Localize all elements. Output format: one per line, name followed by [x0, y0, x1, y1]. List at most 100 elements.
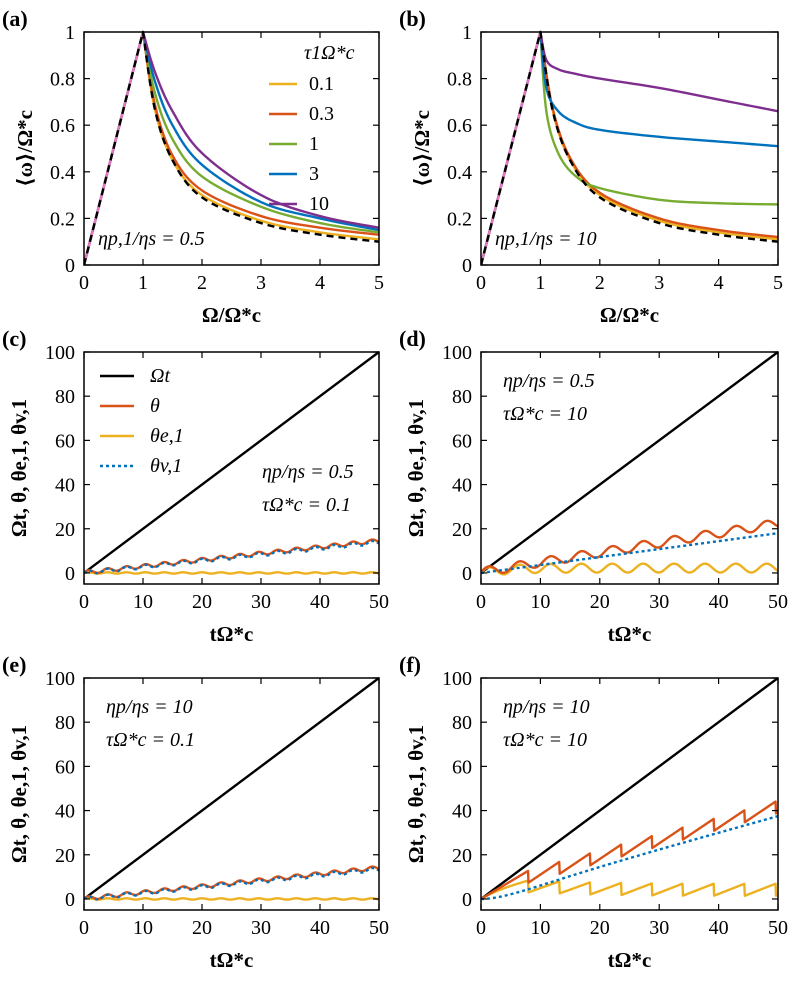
y-tick-label: 20 [452, 845, 472, 867]
x-tick-label: 40 [310, 917, 330, 939]
reference-b [481, 30, 778, 265]
y-tick-label: 0.8 [50, 69, 75, 91]
x-tick-label: 3 [654, 272, 664, 294]
y-tick-label: 40 [452, 801, 472, 823]
x-tick-label: 50 [768, 917, 788, 939]
legend-entry: θe,1 [150, 425, 184, 447]
y-tick-label: 0.6 [447, 115, 472, 137]
theta-v-line-d [481, 531, 778, 575]
y-tick-label: 0 [65, 255, 75, 277]
y-tick-label: 80 [55, 386, 75, 408]
panel-f: 0 10 20 30 40 50 0 20 40 60 80 100 (f) tΩ*c Ωt, θ, θe,… [399, 652, 788, 972]
annotation-e-1: τΩ*c = 0.1 [106, 729, 195, 751]
y-tick-label: 100 [45, 342, 75, 364]
x-tick-label: 30 [649, 917, 669, 939]
panel-c: 0 10 20 30 40 50 0 20 40 60 80 100 (c) tΩ*c Ωt, θ, θe,… [2, 326, 389, 646]
y-tick-label: 0 [462, 889, 472, 911]
x-tick-label: 0 [79, 591, 89, 613]
y-tick-label: 80 [452, 712, 472, 734]
x-tick-label: 20 [590, 591, 610, 613]
x-tick-label: 1 [138, 272, 148, 294]
x-tick-label: 30 [649, 591, 669, 613]
x-axis-label-d: tΩ*c [608, 622, 652, 646]
y-tick-label: 60 [55, 430, 75, 452]
plot-area-d [481, 351, 778, 576]
y-tick-label: 1 [462, 22, 472, 44]
x-tick-label: 40 [310, 591, 330, 613]
theta-line-c [84, 538, 379, 575]
y-tick-label: 0 [65, 889, 75, 911]
annotation-a-0: ηp,1/ηs = 0.5 [98, 228, 205, 250]
x-tick-label: 0 [79, 917, 89, 939]
panel-b: 0 1 2 3 4 5 0 0.2 0.4 0.6 0.8 1 (b) Ω/Ω*c ⟨ω⟩/Ω*c ηp,1/… [399, 6, 783, 327]
plot-area-b [481, 30, 778, 265]
theta-line-e [84, 865, 379, 901]
x-tick-label: 0 [476, 272, 486, 294]
theta-e-line-c [84, 571, 379, 575]
y-axis-label-b: ⟨ω⟩/Ω*c [410, 110, 434, 187]
omega-t-line-c [84, 351, 379, 574]
x-axis-label-a: Ω/Ω*c [202, 303, 261, 327]
theta-e-line-f [481, 879, 778, 900]
legend-entry: 3 [309, 163, 319, 185]
axes-frame-e [83, 677, 380, 911]
x-tick-label: 0 [79, 272, 89, 294]
y-tick-label: 100 [45, 668, 75, 690]
panel-e: 0 10 20 30 40 50 0 20 40 60 80 100 (e) tΩ*c Ωt, θ, θe,… [2, 652, 389, 972]
theta-v-line-f [481, 814, 778, 901]
y-tick-label: 0.4 [447, 162, 472, 184]
omega-t-line-d [481, 351, 778, 574]
y-tick-label: 40 [55, 475, 75, 497]
x-tick-label: 40 [709, 917, 729, 939]
panel-label-c: (c) [2, 326, 26, 351]
x-axis-label-c: tΩ*c [210, 622, 254, 646]
y-axis-label-a: ⟨ω⟩/Ω*c [13, 110, 37, 187]
axes-frame-b [480, 31, 779, 266]
y-tick-label: 20 [55, 519, 75, 541]
y-tick-label: 60 [452, 756, 472, 778]
y-tick-label: 0 [462, 563, 472, 585]
x-tick-label: 10 [133, 591, 153, 613]
panel-label-e: (e) [2, 652, 26, 677]
plot-area-f [481, 677, 778, 901]
x-tick-label: 4 [315, 272, 325, 294]
plot-area-e [84, 677, 379, 901]
x-tick-label: 50 [369, 591, 389, 613]
legend-title: τ1Ω*c [304, 42, 355, 64]
y-axis-label-d: Ωt, θ, θe,1, θv,1 [404, 399, 428, 537]
legend-entry: θv,1 [150, 455, 182, 477]
legend-entry: Ωt [150, 365, 170, 387]
legend-entry: 0.1 [309, 73, 334, 95]
theta-e-line-e [84, 897, 379, 901]
theta-line-f [481, 800, 778, 900]
legend-entry: 1 [309, 133, 319, 155]
x-tick-label: 20 [590, 917, 610, 939]
x-tick-label: 2 [197, 272, 207, 294]
axes-frame-d [480, 351, 779, 585]
y-tick-label: 0.4 [50, 162, 75, 184]
y-tick-label: 0 [65, 563, 75, 585]
x-axis-label-f: tΩ*c [608, 948, 652, 972]
plot-area-a [84, 30, 379, 265]
x-tick-label: 10 [133, 917, 153, 939]
y-tick-label: 60 [55, 756, 75, 778]
panel-d: 0 10 20 30 40 50 0 20 40 60 80 100 (d) tΩ*c Ωt, θ, θe,… [399, 326, 788, 646]
panel-label-a: (a) [2, 6, 28, 31]
y-tick-label: 20 [55, 845, 75, 867]
omega-t-line-f [481, 677, 778, 900]
x-tick-label: 10 [530, 591, 550, 613]
x-tick-label: 10 [530, 917, 550, 939]
y-tick-label: 0.8 [447, 69, 472, 91]
x-tick-label: 5 [773, 272, 783, 294]
x-tick-label: 40 [709, 591, 729, 613]
legend-entry: 10 [309, 193, 329, 215]
legend-entry: 0.3 [309, 103, 334, 125]
panel-label-b: (b) [399, 6, 426, 31]
annotation-d-1: τΩ*c = 10 [503, 403, 587, 425]
x-tick-label: 4 [714, 272, 724, 294]
y-tick-label: 40 [55, 801, 75, 823]
theta-v-line-c [84, 539, 379, 575]
y-tick-label: 40 [452, 475, 472, 497]
series-b-4 [481, 30, 778, 265]
